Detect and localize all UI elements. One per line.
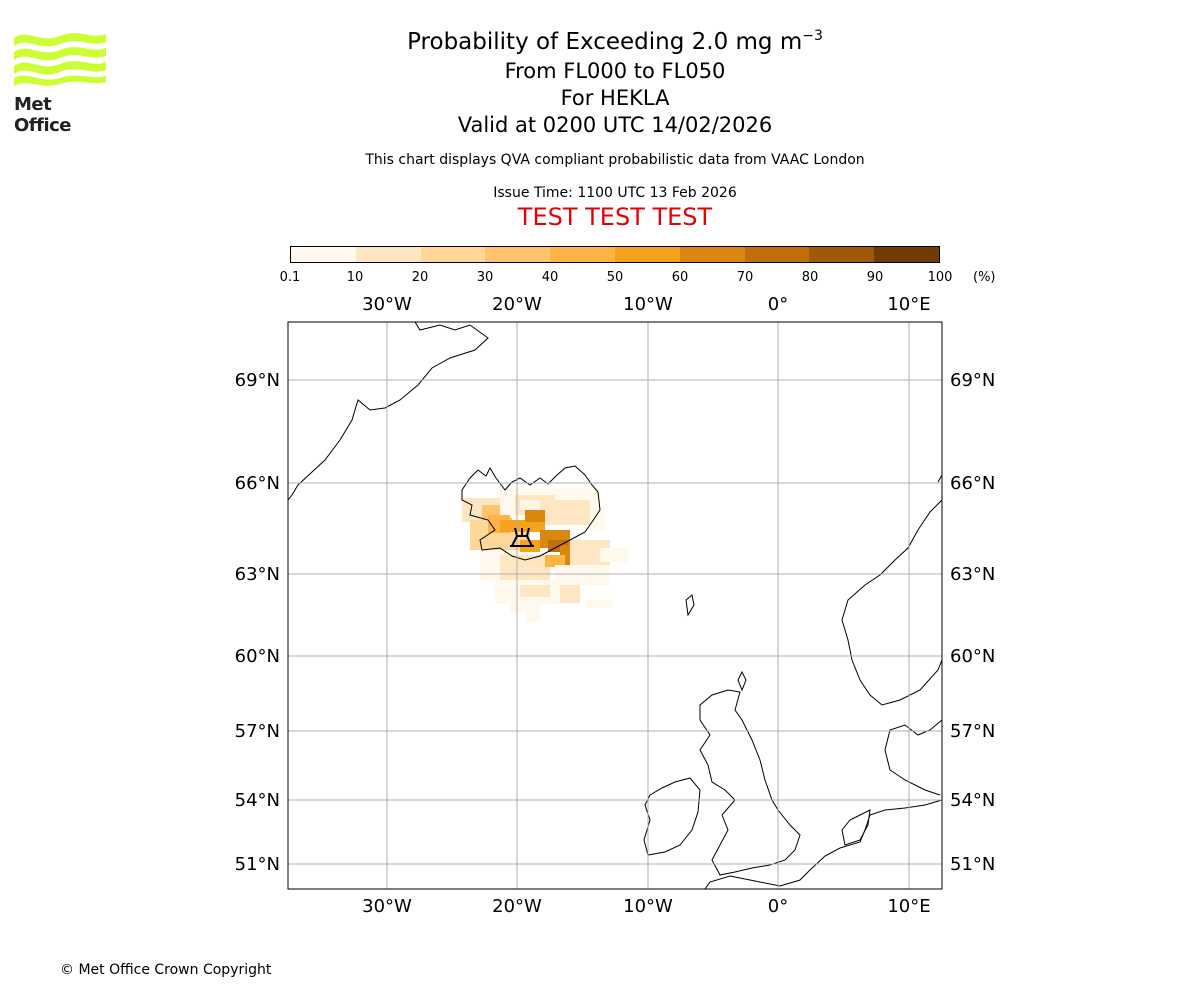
lat-label: 60°N: [950, 646, 995, 667]
colorbar-swatch: [614, 247, 680, 262]
volcano-icon: [510, 527, 534, 547]
lat-label: 57°N: [235, 721, 280, 742]
lat-label: 66°N: [950, 473, 995, 494]
copyright-notice: © Met Office Crown Copyright: [60, 962, 272, 978]
lon-labels-bottom: 30°W 20°W 10°W 0° 10°E: [362, 896, 930, 917]
lat-label: 63°N: [950, 564, 995, 585]
greenland-coast: [288, 322, 489, 501]
lat-label: 51°N: [235, 854, 280, 875]
map-content: [288, 322, 942, 889]
lon-label: 10°E: [887, 294, 930, 315]
lon-label: 30°W: [362, 294, 412, 315]
colorbar-swatch: [485, 247, 551, 262]
volcano-name: For HEKLA: [560, 86, 670, 110]
colorbar-tick-label: 70: [736, 270, 754, 285]
svalbard-edge: [937, 474, 942, 483]
lat-label: 51°N: [950, 854, 995, 875]
shetland-coast: [737, 670, 747, 692]
met-office-logo-text: Met Office: [14, 94, 72, 136]
iceland-coast: [461, 465, 601, 561]
colorbar-tick-label: 100: [927, 270, 953, 285]
europe-mainland-coast: [704, 799, 942, 889]
denmark-coast: [841, 809, 871, 846]
colorbar-swatch: [550, 247, 615, 262]
lat-labels-right: 69°N 66°N 63°N 60°N 57°N 54°N 51°N: [950, 370, 995, 875]
met-office-logo: Met Office: [14, 30, 109, 136]
colorbar-tick-label: 30: [476, 270, 494, 285]
lon-label: 20°W: [492, 294, 542, 315]
chart-title: Probability of Exceeding 2.0 mg m−3: [290, 26, 940, 58]
colorbar-tick-label: 60: [671, 270, 689, 285]
valid-time: Valid at 0200 UTC 14/02/2026: [457, 113, 773, 137]
met-office-wave-logo-icon: [14, 33, 106, 86]
colorbar-swatch: [355, 247, 421, 262]
title-unit-exponent: −3: [802, 28, 823, 44]
great-britain-coast: [699, 689, 801, 876]
colorbar-swatch: [679, 247, 745, 262]
colorbar-unit: (%): [973, 270, 996, 285]
colorbar-tick-label: 90: [866, 270, 884, 285]
lon-label: 0°: [768, 896, 788, 917]
coastlines: [288, 322, 942, 889]
colorbar-ticks: 0.1 10 20 30 40 50 60 70 80 90 100: [270, 270, 1030, 288]
ash-probability-field: [462, 488, 628, 622]
chart-title-block: Probability of Exceeding 2.0 mg m−3 From…: [290, 26, 940, 232]
colorbar-swatch: [420, 247, 486, 262]
lat-label: 54°N: [235, 790, 280, 811]
level-range: From FL000 to FL050: [504, 59, 726, 83]
colorbar-tick-label: 80: [801, 270, 819, 285]
colorbar-tick-label: 0.1: [279, 270, 301, 285]
norway-coast: [841, 499, 942, 706]
issue-time: Issue Time: 1100 UTC 13 Feb 2026: [493, 185, 737, 201]
lon-label: 0°: [768, 294, 788, 315]
colorbar: [290, 246, 940, 263]
ireland-coast: [643, 777, 701, 856]
lat-label: 63°N: [235, 564, 280, 585]
lon-label: 10°W: [623, 896, 673, 917]
lon-label: 20°W: [492, 896, 542, 917]
colorbar-swatch: [809, 247, 875, 262]
colorbar-swatch: [744, 247, 810, 262]
map-frame: [287, 321, 943, 890]
title-main: Probability of Exceeding 2.0 mg m: [407, 29, 803, 55]
colorbar-swatch: [291, 247, 356, 262]
lat-label: 69°N: [950, 370, 995, 391]
lat-labels-left: 69°N 66°N 63°N 60°N 57°N 54°N 51°N: [235, 370, 280, 875]
colorbar-tick-label: 10: [346, 270, 364, 285]
colorbar-tick-label: 40: [541, 270, 559, 285]
gridlines: [288, 322, 942, 889]
lon-label: 10°W: [623, 294, 673, 315]
faroe-coast: [685, 594, 695, 617]
lon-label: 30°W: [362, 896, 412, 917]
sweden-coast: [884, 719, 942, 796]
lat-label: 60°N: [235, 646, 280, 667]
lat-label: 69°N: [235, 370, 280, 391]
colorbar-tick-label: 20: [411, 270, 429, 285]
chart-description: This chart displays QVA compliant probab…: [365, 152, 865, 168]
colorbar-swatch: [874, 247, 939, 262]
lat-label: 57°N: [950, 721, 995, 742]
colorbar-tick-label: 50: [606, 270, 624, 285]
test-banner: TEST TEST TEST: [517, 203, 713, 231]
lon-labels-top: 30°W 20°W 10°W 0° 10°E: [362, 294, 930, 315]
lon-label: 10°E: [887, 896, 930, 917]
lat-label: 54°N: [950, 790, 995, 811]
lat-label: 66°N: [235, 473, 280, 494]
